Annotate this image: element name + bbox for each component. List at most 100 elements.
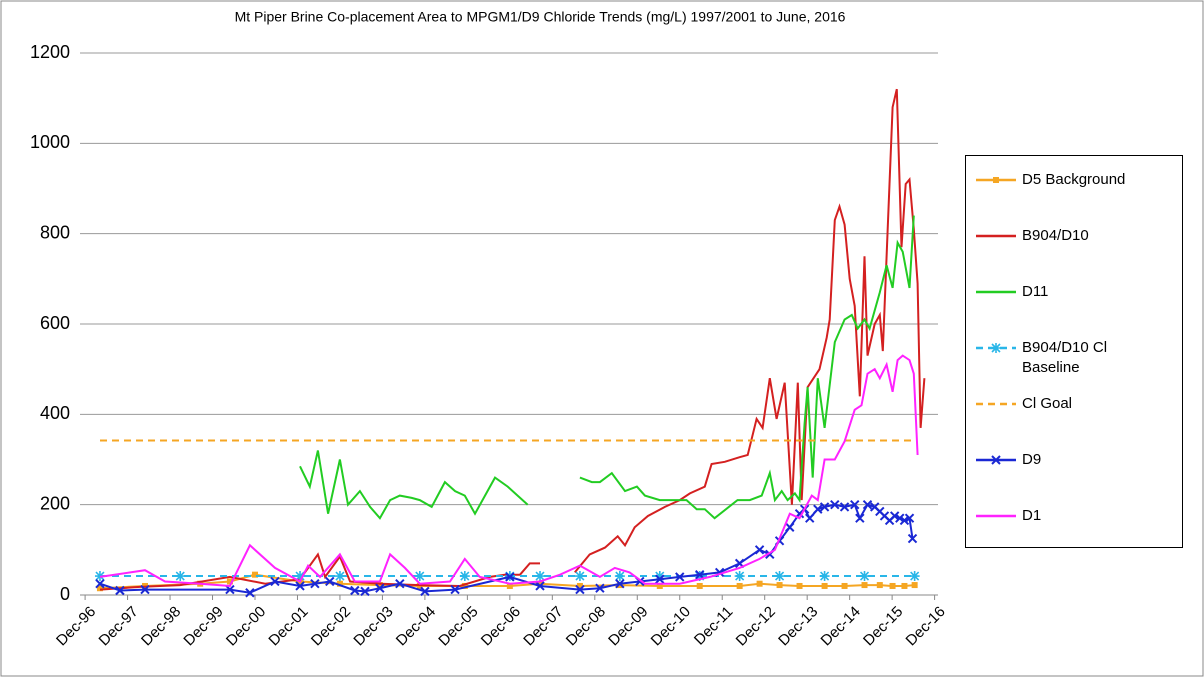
- marker: [175, 571, 186, 582]
- y-tick-label: 0: [60, 584, 70, 604]
- legend-item: D9: [966, 450, 1182, 506]
- marker: [805, 513, 815, 523]
- legend-label: Cl Goal: [1022, 395, 1073, 412]
- series-line: [99, 354, 919, 588]
- marker: [675, 572, 685, 582]
- legend-swatch: [976, 514, 1016, 518]
- marker: [375, 583, 385, 593]
- marker: [360, 586, 370, 597]
- marker: [861, 582, 868, 589]
- marker: [899, 515, 910, 526]
- marker: [535, 581, 545, 591]
- series-line: [299, 215, 915, 520]
- marker: [574, 571, 585, 582]
- marker: [115, 585, 125, 596]
- marker: [901, 582, 908, 589]
- legend-swatch: [976, 234, 1016, 238]
- marker: [576, 582, 583, 589]
- marker: [909, 571, 920, 582]
- legend-label: B904/D10 Cl Baseline: [1022, 339, 1108, 376]
- marker: [535, 571, 546, 582]
- legend-swatch: [976, 402, 1016, 406]
- marker: [785, 522, 795, 532]
- marker: [911, 582, 918, 589]
- marker: [595, 583, 605, 593]
- marker: [614, 571, 625, 582]
- marker: [334, 571, 345, 582]
- legend-label: D1: [1022, 507, 1042, 524]
- marker: [859, 571, 870, 582]
- marker: [506, 582, 513, 589]
- chart-title: Mt Piper Brine Co-placement Area to MPGM…: [235, 9, 846, 25]
- legend-item: D1: [966, 506, 1182, 562]
- marker: [830, 499, 840, 510]
- marker: [736, 582, 743, 589]
- marker: [862, 499, 873, 510]
- marker: [95, 579, 105, 589]
- marker: [774, 571, 785, 582]
- marker: [855, 513, 865, 523]
- y-tick-label: 200: [40, 493, 70, 513]
- marker: [991, 455, 1001, 465]
- marker: [796, 582, 803, 589]
- marker: [695, 569, 705, 580]
- marker: [376, 582, 383, 589]
- marker: [754, 545, 765, 555]
- marker: [776, 582, 783, 589]
- marker: [395, 579, 405, 589]
- y-tick-label: 1200: [30, 42, 70, 62]
- marker: [655, 574, 665, 584]
- marker: [325, 576, 335, 587]
- marker: [734, 571, 745, 582]
- marker: [819, 502, 830, 512]
- marker: [537, 580, 544, 587]
- marker: [839, 502, 850, 512]
- marker: [461, 582, 468, 589]
- marker: [225, 584, 235, 595]
- marker: [459, 571, 470, 582]
- marker: [889, 582, 896, 589]
- legend-item: B904/D10 Cl Baseline: [966, 338, 1182, 394]
- marker: [696, 582, 703, 589]
- marker: [907, 533, 918, 544]
- marker: [96, 585, 103, 592]
- legend-label: D9: [1022, 451, 1042, 468]
- legend-item: B904/D10: [966, 226, 1182, 282]
- marker: [654, 571, 665, 582]
- marker: [895, 513, 905, 523]
- marker: [876, 582, 883, 589]
- marker: [850, 499, 860, 510]
- legend-swatch: [976, 343, 1016, 353]
- marker: [819, 571, 830, 582]
- marker: [245, 588, 255, 598]
- y-tick-label: 800: [40, 222, 70, 242]
- marker: [295, 571, 306, 582]
- marker: [904, 513, 915, 523]
- legend-label: D11: [1022, 283, 1049, 300]
- marker: [813, 504, 823, 514]
- marker: [140, 584, 150, 595]
- marker: [251, 571, 258, 578]
- marker: [226, 578, 233, 585]
- legend-label: D5 Background: [1022, 171, 1126, 188]
- marker: [505, 572, 515, 582]
- y-tick-label: 1000: [30, 132, 70, 152]
- marker: [656, 582, 663, 589]
- marker: [615, 579, 625, 589]
- legend-swatch: [976, 290, 1016, 294]
- marker: [310, 579, 320, 589]
- legend-item: Cl Goal: [966, 394, 1182, 450]
- marker: [414, 571, 425, 582]
- y-tick-label: 600: [40, 313, 70, 333]
- marker: [270, 576, 280, 587]
- marker: [889, 511, 900, 521]
- marker: [821, 582, 828, 589]
- marker: [336, 580, 343, 587]
- legend: D5 Background B904/D10 D11 B904/D10 Cl Base…: [965, 155, 1183, 548]
- legend-swatch: [976, 455, 1016, 465]
- marker: [756, 580, 763, 587]
- legend-label: B904/D10: [1022, 227, 1089, 244]
- marker: [420, 586, 430, 597]
- marker: [991, 343, 1001, 353]
